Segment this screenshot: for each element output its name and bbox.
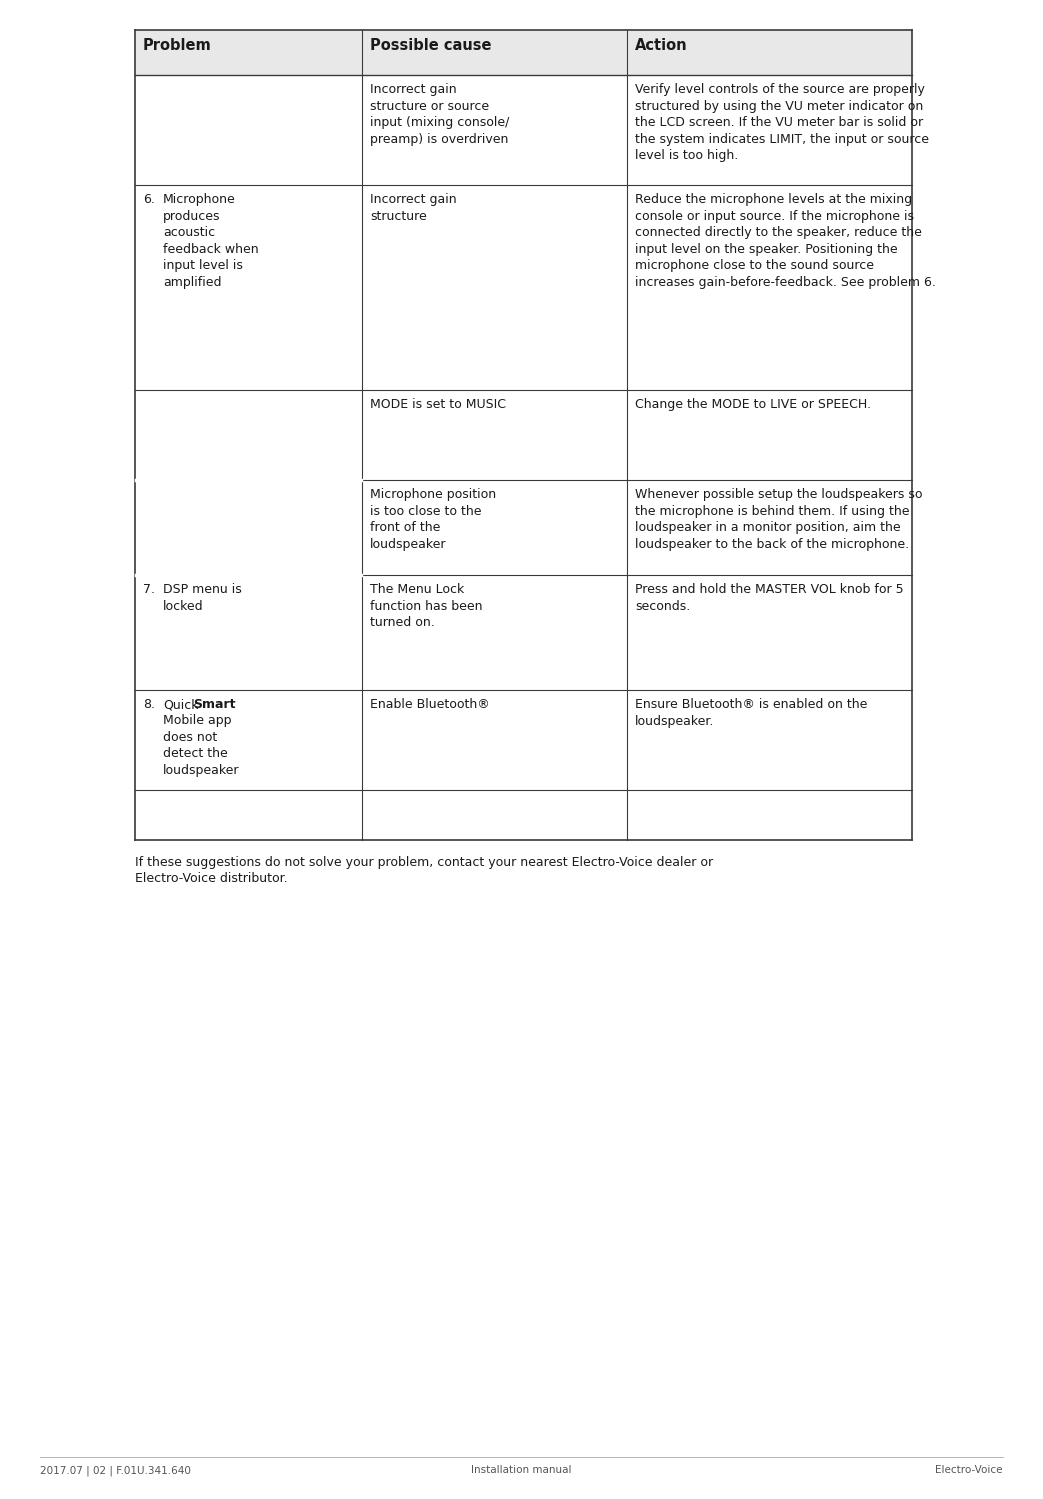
Text: Installation manual: Installation manual	[471, 1465, 572, 1475]
Text: Smart: Smart	[193, 699, 236, 711]
Text: Mobile app
does not
detect the
loudspeaker: Mobile app does not detect the loudspeak…	[163, 714, 240, 776]
Text: Ensure Bluetooth® is enabled on the
loudspeaker.: Ensure Bluetooth® is enabled on the loud…	[635, 699, 868, 727]
Text: 6.: 6.	[143, 193, 154, 205]
Text: 2017.07 | 02 | F.01U.341.640: 2017.07 | 02 | F.01U.341.640	[40, 1465, 191, 1475]
Text: Action: Action	[635, 37, 687, 52]
Text: Enable Bluetooth®: Enable Bluetooth®	[370, 699, 490, 711]
Text: Microphone position
is too close to the
front of the
loudspeaker: Microphone position is too close to the …	[370, 489, 496, 550]
Text: Incorrect gain
structure or source
input (mixing console/
preamp) is overdriven: Incorrect gain structure or source input…	[370, 82, 509, 145]
Text: Possible cause: Possible cause	[370, 37, 491, 52]
Text: The Menu Lock
function has been
turned on.: The Menu Lock function has been turned o…	[370, 583, 483, 630]
Text: Problem: Problem	[143, 37, 212, 52]
Text: Change the MODE to LIVE or SPEECH.: Change the MODE to LIVE or SPEECH.	[635, 399, 871, 411]
Text: Microphone
produces
acoustic
feedback when
input level is
amplified: Microphone produces acoustic feedback wh…	[163, 193, 259, 288]
Text: Electro-Voice: Electro-Voice	[936, 1465, 1003, 1475]
Text: MODE is set to MUSIC: MODE is set to MUSIC	[370, 399, 506, 411]
Text: Reduce the microphone levels at the mixing
console or input source. If the micro: Reduce the microphone levels at the mixi…	[635, 193, 936, 288]
Text: DSP menu is
locked: DSP menu is locked	[163, 583, 242, 613]
Text: Press and hold the MASTER VOL knob for 5
seconds.: Press and hold the MASTER VOL knob for 5…	[635, 583, 903, 613]
Text: If these suggestions do not solve your problem, contact your nearest Electro-Voi: If these suggestions do not solve your p…	[135, 856, 713, 869]
Text: Quick: Quick	[163, 699, 198, 711]
Text: 7.: 7.	[143, 583, 155, 597]
Text: Whenever possible setup the loudspeakers so
the microphone is behind them. If us: Whenever possible setup the loudspeakers…	[635, 489, 922, 550]
Text: 8.: 8.	[143, 699, 155, 711]
Text: Electro-Voice distributor.: Electro-Voice distributor.	[135, 872, 288, 884]
Text: Incorrect gain
structure: Incorrect gain structure	[370, 193, 457, 222]
Bar	[135, 30, 912, 75]
Text: Verify level controls of the source are properly
structured by using the VU mete: Verify level controls of the source are …	[635, 82, 929, 162]
